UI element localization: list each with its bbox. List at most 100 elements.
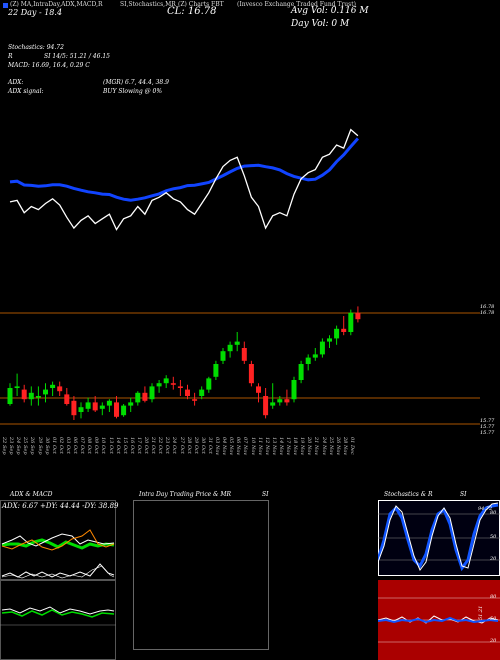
candle-body [305, 357, 311, 364]
price-chart [0, 128, 480, 425]
adx-panel [0, 500, 116, 580]
date-label: 30 Oct [199, 437, 206, 454]
date-label: 17 Nov [285, 437, 291, 456]
candle-body [71, 400, 77, 416]
date-label: 20 Oct [143, 437, 149, 454]
header-title-left: (Z) MA,IntraDay,ADX,MACD,R [10, 1, 103, 8]
candle-body [341, 328, 347, 332]
candle-body [64, 394, 70, 404]
candle-body [270, 402, 276, 406]
rsi-level-80: 80 [490, 594, 497, 600]
intraday-panel [133, 500, 269, 650]
price-close-line [9, 128, 359, 231]
candle-body [78, 407, 84, 412]
date-label: 12 Nov [263, 437, 270, 456]
candle-body [156, 383, 162, 387]
rsi-level-50: 50 [490, 616, 497, 622]
moving-average-panel [9, 128, 360, 231]
candle-body [85, 402, 91, 409]
candle-body [57, 386, 63, 392]
date-label: 19 Nov [299, 437, 306, 456]
date-label: 30 Sep [43, 437, 50, 455]
date-label: 16 Oct [128, 437, 135, 454]
header-22day: 22 Day - 18.4 [8, 8, 63, 17]
date-label: 21 Oct [150, 437, 157, 454]
candle-body [43, 389, 48, 395]
candle-body [284, 399, 290, 403]
price-label-bottom-2: 15.77 [480, 424, 495, 430]
candle-body [121, 405, 127, 416]
candle-body [192, 399, 198, 401]
date-label: 06 Nov [235, 437, 242, 456]
adx-signal-label: ADX signal: [8, 88, 44, 95]
date-label: 14 Oct [114, 437, 121, 454]
rsi-level-20: 20 [490, 638, 497, 644]
candle-body [199, 389, 205, 396]
macd-panel [0, 580, 116, 660]
stoch-level-50: 50 [490, 534, 497, 540]
date-label: 24 Sep [15, 437, 22, 455]
candle-body [135, 392, 141, 403]
price-label-top-2: 16.78 [480, 310, 495, 316]
adx-values: ADX: 6.67 +DY: 44.44 -DY: 38.89 [2, 502, 119, 510]
date-label: 20 Nov [306, 437, 313, 456]
date-label: 22 Sep [1, 437, 7, 455]
macd-line-b [1, 565, 115, 579]
date-label: 03 Nov [214, 437, 220, 456]
r-label: R [8, 53, 13, 60]
adx-macd-title: ADX & MACD [10, 491, 53, 498]
header-title-right: (Z) Charts FBT [178, 1, 224, 8]
rsi-panel [378, 580, 500, 660]
date-label: 21 Nov [313, 437, 320, 456]
price-label-bottom-1: 15.77 [480, 418, 495, 424]
candle-body [291, 380, 297, 400]
rsi-blue-line [378, 616, 499, 624]
date-label: 23 Oct [164, 437, 171, 454]
date-label: 05 Nov [228, 437, 235, 456]
date-label: 26 Nov [334, 437, 341, 456]
header-title-mid: SI,Stochastics,MR [120, 1, 176, 8]
candle-body [170, 383, 176, 385]
date-label: 10 Nov [249, 437, 256, 456]
candle-body [312, 354, 318, 358]
candle-body [234, 341, 240, 345]
candle-body [92, 402, 98, 411]
date-label: 14 Nov [277, 437, 284, 456]
stoch-level-20: 20 [490, 556, 497, 562]
date-label: 26 Sep [29, 437, 36, 455]
date-label: 25 Sep [22, 437, 29, 455]
candle-body [355, 312, 361, 320]
date-label: 31 Oct [206, 437, 213, 454]
legend-mark [3, 3, 8, 8]
price-label-top-1: 16.78 [480, 304, 495, 310]
candle-body [106, 400, 112, 406]
date-label: 25 Nov [327, 437, 334, 456]
header-fund-name: (Invesco Exchange Traded Fund Trust) [237, 1, 356, 8]
macd-signal-line [1, 609, 115, 618]
candle-body [7, 388, 13, 404]
candle-body [298, 364, 304, 380]
date-label: 01 Dec [348, 437, 355, 455]
date-label: 13 Oct [107, 437, 114, 454]
date-label: 18 Nov [292, 437, 299, 456]
candle-body [206, 378, 212, 390]
date-label: 04 Nov [221, 437, 228, 456]
date-label: 13 Nov [270, 437, 277, 456]
date-label: 08 Oct [86, 437, 93, 454]
mgr-readout: (MGR) 6.7, 44.4, 38.9 [103, 79, 169, 86]
date-label: 28 Oct [185, 437, 192, 454]
date-label: 24 Nov [320, 437, 327, 456]
si-readout: SI 14/5: 51.21 / 46.15 [44, 53, 110, 60]
close-price: CL: 16.78 [167, 6, 217, 17]
stochastics-readout: Stochastics: 94.72 [8, 44, 64, 51]
stoch-white-line [378, 502, 499, 571]
adx-orange-line [1, 529, 115, 551]
date-label: 06 Oct [72, 437, 78, 454]
adx-label: ADX: [8, 79, 24, 86]
date-label: 02 Oct [57, 437, 64, 454]
date-label: 29 Sep [36, 437, 43, 455]
candle-body [114, 402, 119, 417]
date-label: 24 Oct [171, 437, 178, 454]
date-label: 29 Oct [192, 437, 199, 454]
macd-fast-line [1, 606, 115, 615]
